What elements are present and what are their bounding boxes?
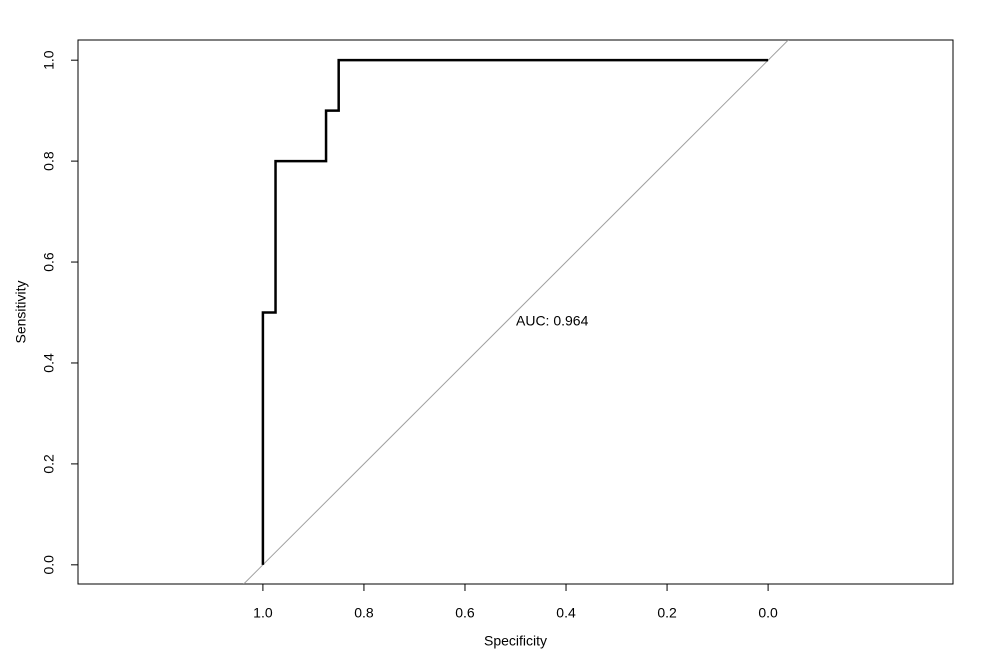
y-tick-label: 0.0 (41, 555, 57, 575)
plot-area (243, 40, 789, 584)
reference-line (243, 40, 789, 584)
x-tick-label: 0.8 (354, 605, 374, 621)
x-tick-label: 0.6 (455, 605, 475, 621)
x-tick-label: 1.0 (253, 605, 273, 621)
x-tick-label: 0.4 (556, 605, 576, 621)
y-tick-label: 0.6 (41, 252, 57, 272)
y-tick-label: 0.4 (41, 353, 57, 373)
auc-annotation: AUC: 0.964 (516, 313, 589, 329)
y-tick-label: 1.0 (41, 50, 57, 70)
y-axis-label: Sensitivity (13, 280, 29, 343)
x-tick-label: 0.0 (758, 605, 778, 621)
y-tick-label: 0.8 (41, 151, 57, 171)
x-tick-label: 0.2 (657, 605, 677, 621)
roc-curve (261, 58, 769, 565)
y-tick-label: 0.2 (41, 454, 57, 474)
x-axis-label: Specificity (484, 633, 547, 649)
